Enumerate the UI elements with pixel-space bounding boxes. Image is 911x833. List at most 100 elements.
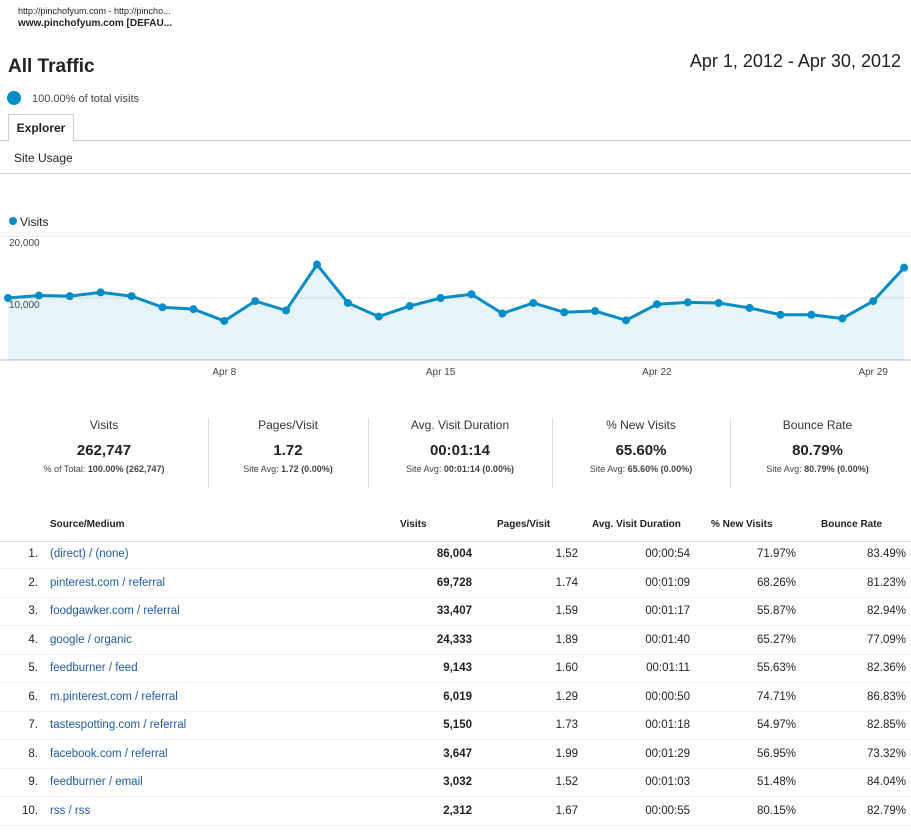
table-cell: 54.97% bbox=[756, 719, 796, 731]
divider bbox=[552, 418, 553, 488]
row-divider bbox=[0, 710, 911, 712]
table-cell: 81.23% bbox=[866, 576, 906, 589]
point bbox=[776, 310, 785, 319]
point bbox=[313, 260, 321, 269]
scorecard: % New Visits 65.60% Site Avg: 65.60% (0.00… bbox=[552, 418, 730, 474]
column-header[interactable]: Avg. Visit Duration bbox=[592, 519, 681, 530]
table-cell: 1. bbox=[28, 548, 38, 560]
point bbox=[220, 316, 229, 325]
table-cell: 71.97% bbox=[756, 548, 796, 560]
table-cell: 33,407 bbox=[436, 605, 472, 617]
point bbox=[405, 302, 414, 311]
divider bbox=[368, 418, 369, 488]
point bbox=[869, 297, 878, 306]
scorecard-label: Visits bbox=[89, 418, 119, 432]
row-divider bbox=[0, 682, 911, 683]
point bbox=[374, 312, 383, 321]
point bbox=[189, 305, 198, 314]
point bbox=[96, 288, 105, 297]
table-cell: 7. bbox=[28, 719, 38, 731]
source-link[interactable]: tastespotting.com / referral bbox=[50, 719, 187, 731]
table-cell: 1.74 bbox=[555, 576, 578, 589]
table-cell: 1.60 bbox=[555, 662, 578, 674]
tab[interactable]: Explorer bbox=[8, 114, 74, 142]
column-header[interactable]: % New Visits bbox=[711, 519, 773, 530]
table-cell: 3. bbox=[28, 605, 38, 617]
point bbox=[34, 291, 43, 300]
table-cell: 82.94% bbox=[866, 605, 906, 617]
y-tick-label: 20,000 bbox=[9, 238, 40, 249]
source-link[interactable]: rss / rss bbox=[50, 804, 91, 817]
source-link[interactable]: feedburner / feed bbox=[50, 662, 138, 674]
table-cell: 69,728 bbox=[436, 576, 472, 589]
scorecard-sub-prefix: Site Avg: bbox=[406, 464, 442, 474]
table-cell: 82.36% bbox=[866, 662, 906, 674]
header-line: http://pinchofyum.com - http://pincho... bbox=[18, 6, 171, 16]
scorecard-sub-prefix: Site Avg: bbox=[589, 464, 626, 474]
line bbox=[7, 261, 906, 323]
scorecard-sub-value: 80.79% (0.00%) bbox=[804, 464, 869, 474]
scorecard-label: Avg. Visit Duration bbox=[410, 418, 510, 432]
scorecard-sub-value: 00:01:14 (0.00%) bbox=[443, 464, 514, 474]
column-header[interactable]: Source/Medium bbox=[50, 519, 125, 530]
scorecard-value: 80.79% bbox=[792, 442, 843, 459]
x-tick-label: Apr 29 bbox=[858, 367, 888, 378]
tab-label: Explorer bbox=[16, 121, 66, 135]
table-cell: 5,150 bbox=[443, 719, 472, 731]
legend-label: Visits bbox=[20, 215, 48, 229]
point bbox=[282, 306, 291, 315]
divider bbox=[0, 541, 911, 542]
table-cell: 00:01:29 bbox=[645, 747, 690, 760]
source-link[interactable]: foodgawker.com / referral bbox=[50, 605, 180, 617]
column-header[interactable]: Visits bbox=[400, 519, 427, 530]
scorecard: Avg. Visit Duration 00:01:14 Site Avg: 00:… bbox=[368, 418, 552, 474]
column-header[interactable]: Bounce Rate bbox=[821, 519, 883, 530]
scorecard-sub: Site Avg: 65.60% (0.00%) bbox=[552, 464, 730, 474]
scorecard: Bounce Rate 80.79% Site Avg: 80.79% (0.00%… bbox=[730, 418, 905, 474]
source-link[interactable]: m.pinterest.com / referral bbox=[50, 690, 178, 703]
x-tick-label: Apr 22 bbox=[642, 367, 672, 378]
scorecard-sub-prefix: % of Total: bbox=[43, 464, 86, 474]
source-link[interactable]: google / organic bbox=[50, 633, 132, 646]
legend-marker bbox=[9, 217, 17, 225]
table-cell: 84.04% bbox=[866, 776, 906, 788]
subtab[interactable]: Site Usage bbox=[14, 151, 73, 165]
table-cell: 80.15% bbox=[756, 804, 796, 817]
point bbox=[529, 298, 538, 307]
point bbox=[467, 290, 476, 299]
table-cell: 6. bbox=[28, 690, 38, 703]
source-link[interactable]: (direct) / (none) bbox=[50, 548, 129, 560]
table-cell: 00:01:40 bbox=[645, 633, 690, 646]
point bbox=[652, 300, 661, 309]
source-link[interactable]: facebook.com / referral bbox=[50, 747, 168, 760]
scorecard-sub-prefix: Site Avg: bbox=[243, 464, 279, 474]
row-divider bbox=[0, 625, 911, 626]
scorecard-value: 00:01:14 bbox=[429, 442, 491, 459]
table-cell: 9,143 bbox=[443, 662, 472, 674]
table-cell: 65.27% bbox=[756, 633, 796, 646]
source-link[interactable]: pinterest.com / referral bbox=[50, 576, 166, 589]
column-header[interactable]: Pages/Visit bbox=[497, 519, 551, 530]
chart: 10,000 20,000 Apr 8 Apr 15 Apr 22 Apr 29 Visit… bbox=[0, 215, 911, 378]
point bbox=[900, 263, 909, 272]
table-cell: 5. bbox=[28, 662, 38, 674]
x-tick-label: Apr 15 bbox=[426, 367, 456, 378]
table-cell: 00:01:11 bbox=[646, 662, 690, 674]
date-range[interactable]: Apr 1, 2012 - Apr 30, 2012 bbox=[689, 51, 901, 71]
divider bbox=[0, 140, 911, 141]
row-divider bbox=[0, 824, 911, 826]
scorecard: Pages/Visit 1.72 Site Avg: 1.72 (0.00%) bbox=[208, 418, 368, 474]
point bbox=[4, 294, 12, 302]
table-cell: 86.83% bbox=[866, 690, 906, 703]
point bbox=[560, 308, 569, 317]
table-cell: 9. bbox=[28, 776, 38, 788]
scorecard-sub: Site Avg: 1.72 (0.00%) bbox=[208, 464, 368, 474]
scorecard-sub-value: 100.00% (262,747) bbox=[87, 464, 165, 474]
point bbox=[498, 309, 507, 318]
scorecard-sub-value: 1.72 (0.00%) bbox=[281, 464, 333, 474]
scorecard-sub: Site Avg: 80.79% (0.00%) bbox=[730, 464, 905, 474]
source-link[interactable]: feedburner / email bbox=[50, 776, 143, 788]
row-divider bbox=[0, 796, 911, 797]
point bbox=[127, 292, 136, 301]
